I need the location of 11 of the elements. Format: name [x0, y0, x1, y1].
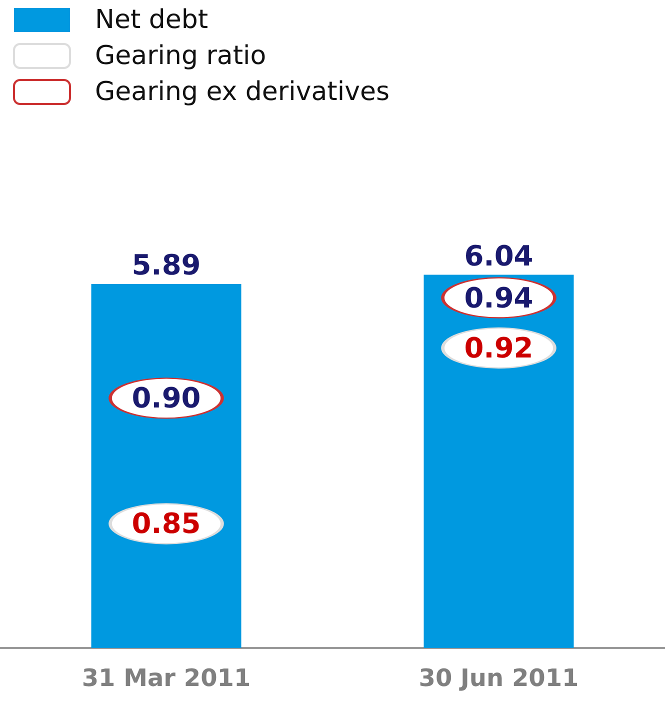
data-label: 0.90 — [132, 382, 201, 415]
legend-label: Gearing ratio — [95, 41, 266, 71]
data-label: 5.89 — [132, 248, 201, 282]
legend-label: Net debt — [95, 5, 208, 35]
x-tick-label: 30 Jun 2011 — [418, 664, 579, 692]
data-label: 0.94 — [464, 281, 534, 314]
data-label: 0.92 — [464, 331, 534, 364]
data-label: 6.04 — [464, 239, 534, 272]
data-label: 0.85 — [132, 507, 201, 540]
legend-label: Gearing ex derivatives — [95, 77, 390, 107]
x-tick-label: 31 Mar 2011 — [82, 664, 251, 692]
